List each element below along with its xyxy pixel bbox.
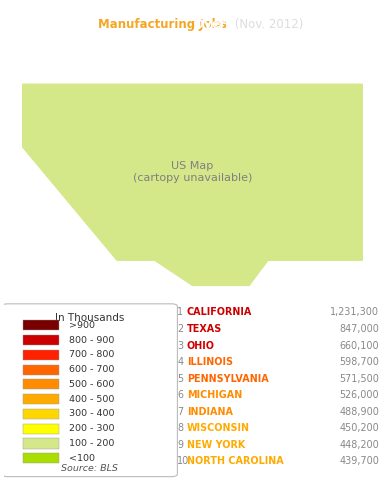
Text: 847,000: 847,000	[340, 324, 379, 334]
Text: 439,700: 439,700	[340, 456, 379, 467]
FancyBboxPatch shape	[23, 380, 59, 389]
Text: 571,500: 571,500	[340, 374, 379, 383]
Text: 600 - 700: 600 - 700	[69, 365, 114, 374]
Text: <100: <100	[69, 454, 95, 463]
Text: 500 - 600: 500 - 600	[69, 380, 114, 389]
FancyBboxPatch shape	[23, 394, 59, 404]
FancyBboxPatch shape	[23, 364, 59, 375]
Text: 598,700: 598,700	[340, 357, 379, 367]
Text: 8: 8	[177, 423, 184, 434]
Text: PENNSYLVANIA: PENNSYLVANIA	[187, 374, 269, 383]
FancyBboxPatch shape	[23, 350, 59, 360]
Text: 448,200: 448,200	[340, 440, 379, 450]
Text: CALIFORNIA: CALIFORNIA	[187, 308, 252, 317]
FancyBboxPatch shape	[23, 320, 59, 330]
Text: 1,231,300: 1,231,300	[330, 308, 379, 317]
Text: >900: >900	[69, 321, 95, 330]
Text: 7: 7	[177, 407, 184, 417]
Text: 700 - 800: 700 - 800	[69, 350, 114, 360]
Text: Manufacturing Jobs: Manufacturing Jobs	[98, 17, 227, 31]
Text: MICHIGAN: MICHIGAN	[187, 390, 242, 400]
Text: (Nov. 2012): (Nov. 2012)	[231, 17, 303, 31]
Text: ILLINOIS: ILLINOIS	[187, 357, 233, 367]
Text: 3: 3	[177, 341, 184, 350]
Text: Source: BLS: Source: BLS	[61, 464, 118, 473]
Text: NORTH CAROLINA: NORTH CAROLINA	[187, 456, 284, 467]
Text: 6: 6	[177, 390, 183, 400]
Text: INDIANA: INDIANA	[187, 407, 233, 417]
Text: 660,100: 660,100	[340, 341, 379, 350]
Text: 5: 5	[177, 374, 184, 383]
Text: 300 - 400: 300 - 400	[69, 410, 115, 418]
Text: 488,900: 488,900	[340, 407, 379, 417]
Text: 4: 4	[177, 357, 184, 367]
Text: Overall: Overall	[190, 17, 241, 31]
Text: Top 10 States for: Top 10 States for	[13, 17, 117, 31]
Text: 100 - 200: 100 - 200	[69, 439, 114, 448]
Text: In Thousands: In Thousands	[55, 313, 124, 323]
FancyBboxPatch shape	[23, 335, 59, 345]
Text: 2: 2	[177, 324, 183, 334]
Text: WISCONSIN: WISCONSIN	[187, 423, 250, 434]
FancyBboxPatch shape	[2, 304, 177, 477]
Text: 800 - 900: 800 - 900	[69, 336, 114, 345]
Text: NEW YORK: NEW YORK	[187, 440, 245, 450]
Text: 526,000: 526,000	[340, 390, 379, 400]
Text: TEXAS: TEXAS	[187, 324, 222, 334]
FancyBboxPatch shape	[23, 424, 59, 434]
FancyBboxPatch shape	[23, 438, 59, 449]
Text: 200 - 300: 200 - 300	[69, 424, 115, 433]
Text: 400 - 500: 400 - 500	[69, 395, 114, 404]
Text: US Map
(cartopy unavailable): US Map (cartopy unavailable)	[133, 161, 252, 183]
Polygon shape	[23, 84, 362, 285]
FancyBboxPatch shape	[23, 453, 59, 463]
Text: 450,200: 450,200	[340, 423, 379, 434]
FancyBboxPatch shape	[23, 409, 59, 419]
Text: 9: 9	[177, 440, 184, 450]
Text: 10: 10	[177, 456, 190, 467]
Text: OHIO: OHIO	[187, 341, 215, 350]
Text: 1: 1	[177, 308, 184, 317]
